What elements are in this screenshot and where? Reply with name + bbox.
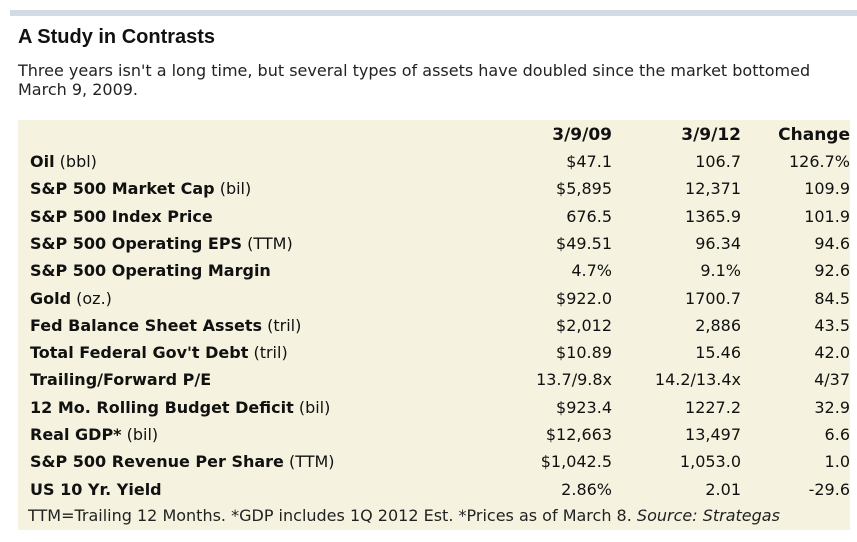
footnote-text: TTM=Trailing 12 Months. *GDP includes 1Q… (28, 506, 637, 525)
change-value: 1.0 (824, 452, 850, 472)
row-label: 12 Mo. Rolling Budget Deficit (bil) (30, 394, 330, 421)
value-2009: $12,663 (545, 425, 612, 444)
table-row: S&P 500 Revenue Per Share (TTM) $1,042.5 1… (18, 448, 850, 475)
row-unit: (TTM) (242, 233, 293, 253)
value-2012: 13,497 (685, 425, 741, 444)
header-col-1: 3/9/09 (552, 125, 612, 145)
row-name: S&P 500 Operating EPS (30, 233, 243, 253)
change-value: 32.9 (814, 397, 850, 417)
row-label: Gold (oz.) (30, 285, 112, 312)
table-row: S&P 500 Operating EPS (TTM) $49.51 96.34 94… (18, 230, 850, 257)
table-row: US 10 Yr. Yield 2.86% 2.01 -29.6 (18, 476, 850, 503)
top-divider (10, 10, 857, 16)
row-unit: (tril) (248, 343, 288, 363)
value-2009: $2,012 (556, 315, 612, 335)
table-row: S&P 500 Operating Margin 4.7% 9.1% 92.6 (18, 257, 850, 284)
row-unit: (TTM) (283, 452, 335, 472)
value-2012: 14.2/13.4x (654, 370, 741, 390)
change-value: -29.6 (808, 479, 850, 499)
value-2012: 106.7 (695, 152, 741, 171)
row-name: S&P 500 Revenue Per Share (30, 452, 284, 472)
change-value: 92.6 (814, 261, 850, 281)
value-2012: 12,371 (685, 179, 741, 199)
row-name: Real GDP* (30, 425, 122, 444)
footnote: TTM=Trailing 12 Months. *GDP includes 1Q… (28, 506, 780, 526)
value-2012: 1700.7 (685, 288, 741, 308)
table-row: Fed Balance Sheet Assets (tril) $2,012 2,8… (18, 312, 850, 339)
value-2009: $1,042.5 (540, 452, 612, 472)
value-2009: 13.7/9.8x (536, 370, 612, 390)
row-name: 12 Mo. Rolling Budget Deficit (30, 397, 294, 417)
row-name: Gold (30, 288, 72, 308)
value-2009: $49.51 (556, 233, 612, 253)
table-row: Total Federal Gov't Debt (tril) $10.89 15.… (18, 339, 850, 366)
change-value: 101.9 (804, 206, 850, 226)
change-value: 4/37 (814, 370, 850, 390)
row-name: Oil (30, 152, 55, 171)
change-value: 6.6 (824, 425, 850, 444)
value-2009: $922.0 (556, 288, 612, 308)
change-value: 109.9 (804, 179, 850, 199)
row-unit: (oz.) (71, 288, 112, 308)
footnote-source: Source: Strategas (636, 506, 780, 525)
row-label: S&P 500 Operating Margin (30, 257, 271, 284)
header-col-3: Change (778, 125, 850, 145)
table-row: Oil (bbl) $47.1 106.7 126.7% (18, 148, 850, 175)
table-row: 12 Mo. Rolling Budget Deficit (bil) $923.… (18, 394, 850, 421)
change-value: 94.6 (814, 233, 850, 253)
row-label: Oil (bbl) (30, 148, 97, 175)
table-row: Real GDP* (bil) $12,663 13,497 6.6 (18, 421, 850, 448)
value-2012: 1227.2 (685, 397, 741, 417)
change-value: 84.5 (814, 288, 850, 308)
table-row: Trailing/Forward P/E 13.7/9.8x 14.2/13.4x 4… (18, 366, 850, 393)
value-2009: $923.4 (556, 397, 612, 417)
table-row: Gold (oz.) $922.0 1700.7 84.5 (18, 285, 850, 312)
row-label: Total Federal Gov't Debt (tril) (30, 339, 288, 366)
value-2009: $5,895 (556, 179, 612, 199)
row-unit: (bbl) (54, 152, 97, 171)
row-unit: (bil) (121, 425, 159, 444)
row-name: Fed Balance Sheet Assets (30, 315, 263, 335)
table-row: S&P 500 Index Price 676.5 1365.9 101.9 (18, 203, 850, 230)
page-subtitle: Three years isn't a long time, but sever… (18, 61, 811, 99)
value-2012: 1365.9 (685, 206, 741, 226)
row-name: S&P 500 Index Price (30, 206, 213, 226)
change-value: 42.0 (814, 343, 850, 363)
value-2009: 4.7% (571, 261, 612, 281)
row-label: S&P 500 Index Price (30, 203, 213, 230)
row-label: S&P 500 Market Cap (bil) (30, 175, 251, 202)
row-label: Real GDP* (bil) (30, 421, 158, 448)
header-col-2: 3/9/12 (681, 125, 741, 145)
value-2012: 15.46 (695, 343, 741, 363)
table-row: S&P 500 Market Cap (bil) $5,895 12,371 109.… (18, 175, 850, 202)
value-2012: 1,053.0 (679, 452, 741, 472)
row-name: US 10 Yr. Yield (30, 479, 162, 499)
change-value: 43.5 (814, 315, 850, 335)
value-2009: 2.86% (561, 479, 612, 499)
row-label: S&P 500 Revenue Per Share (TTM) (30, 448, 335, 475)
row-name: S&P 500 Operating Margin (30, 261, 271, 281)
row-name: Total Federal Gov't Debt (30, 343, 249, 363)
row-label: Fed Balance Sheet Assets (tril) (30, 312, 301, 339)
data-table: 3/9/09 3/9/12 Change Oil (bbl) $47.1 106.7… (18, 120, 850, 530)
value-2009: $10.89 (556, 343, 612, 363)
row-unit: (tril) (262, 315, 302, 335)
value-2012: 96.34 (695, 233, 741, 253)
row-label: Trailing/Forward P/E (30, 366, 211, 393)
row-name: Trailing/Forward P/E (30, 370, 212, 390)
value-2009: 676.5 (566, 206, 612, 226)
value-2012: 2.01 (705, 479, 741, 499)
row-name: S&P 500 Market Cap (30, 179, 215, 199)
change-value: 126.7% (788, 152, 850, 171)
row-unit: (bil) (293, 397, 331, 417)
row-label: US 10 Yr. Yield (30, 476, 162, 503)
page-title: A Study in Contrasts (18, 26, 216, 48)
value-2012: 9.1% (700, 261, 741, 281)
value-2012: 2,886 (695, 315, 741, 335)
table-header-row: 3/9/09 3/9/12 Change (18, 122, 850, 149)
row-unit: (bil) (214, 179, 252, 199)
row-label: S&P 500 Operating EPS (TTM) (30, 230, 293, 257)
value-2009: $47.1 (566, 152, 612, 171)
